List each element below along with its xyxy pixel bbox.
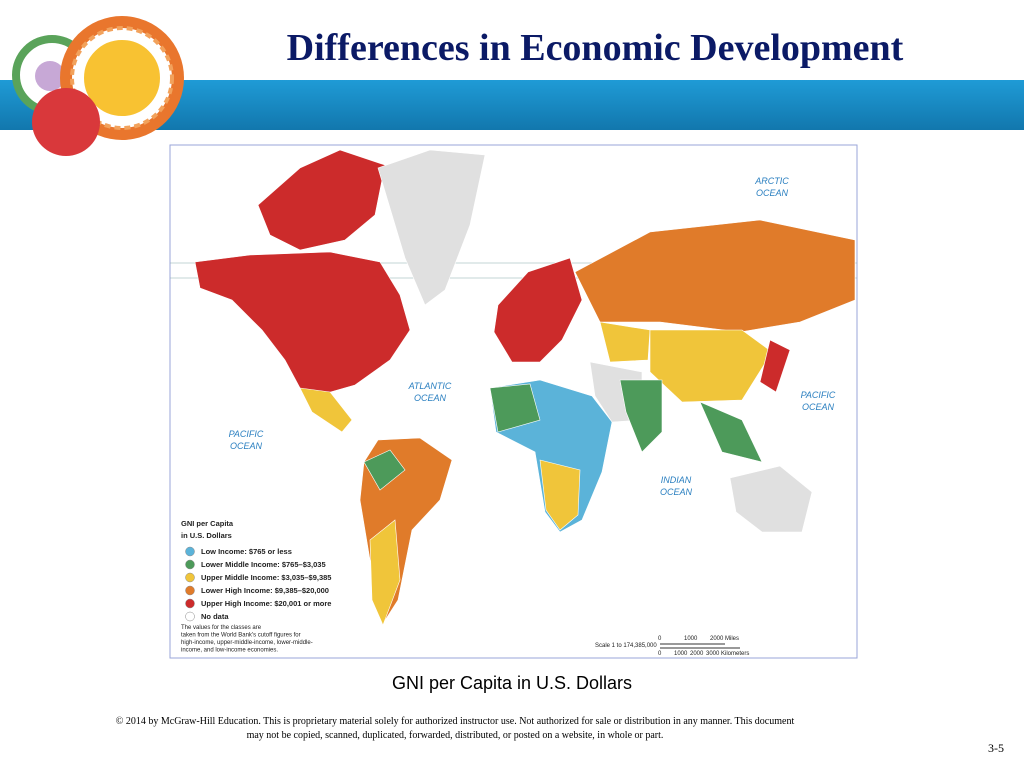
legend-note: The values for the classes are: [181, 625, 262, 631]
scale-label: 2000 Miles: [710, 636, 739, 642]
ocean-label: OCEAN: [756, 188, 789, 198]
ocean-label: PACIFIC: [229, 429, 264, 439]
legend-swatch: [185, 585, 195, 596]
ocean-label: ATLANTIC: [408, 381, 452, 391]
legend-label: Upper High Income: $20,001 or more: [201, 599, 331, 608]
logo-circles: [12, 16, 184, 156]
ocean-label: OCEAN: [660, 487, 693, 497]
legend-title: in U.S. Dollars: [181, 531, 232, 540]
legend-title: GNI per Capita: [181, 519, 234, 528]
ocean-label: OCEAN: [230, 441, 263, 451]
ocean-label: INDIAN: [661, 475, 692, 485]
scale-bar: Scale 1 to 174,385,000 0 1000 2000 Miles…: [595, 636, 749, 657]
ocean-label: ARCTIC: [754, 176, 789, 186]
caption: GNI per Capita in U.S. Dollars: [392, 673, 632, 693]
legend-note: taken from the World Bank's cutoff figur…: [181, 633, 301, 639]
scale-label: 1000: [684, 636, 698, 642]
map-land: [170, 149, 857, 626]
ocean-label: OCEAN: [414, 393, 447, 403]
legend-label: Low Income: $765 or less: [201, 547, 292, 556]
ocean-label: PACIFIC: [801, 390, 836, 400]
legend: GNI per Capita in U.S. Dollars Low Incom…: [181, 519, 331, 654]
ocean-labels: ARCTIC OCEAN ATLANTIC OCEAN PACIFIC OCEA…: [229, 176, 836, 497]
legend-swatch: [185, 611, 195, 622]
scale-label: 0: [658, 636, 662, 642]
footer-line: © 2014 by McGraw-Hill Education. This is…: [116, 716, 795, 727]
legend-label: No data: [201, 612, 229, 621]
legend-label: Lower Middle Income: $765–$3,035: [201, 560, 326, 569]
scale-label: 1000: [674, 651, 688, 657]
page-number: 3-5: [988, 741, 1004, 755]
legend-note: income, and low-income economies.: [181, 648, 278, 654]
scale-label: 3000 Kilometers: [706, 651, 749, 657]
legend-swatch: [185, 559, 195, 570]
legend-swatch: [185, 572, 195, 583]
legend-label: Upper Middle Income: $3,035–$9,385: [201, 573, 331, 582]
legend-swatch: [185, 546, 195, 557]
legend-note: high-income, upper-middle-income, lower-…: [181, 640, 313, 646]
legend-label: Lower High Income: $9,385–$20,000: [201, 586, 329, 595]
ocean-label: OCEAN: [802, 402, 835, 412]
slide-title: Differences in Economic Development: [287, 27, 904, 69]
footer-line: may not be copied, scanned, duplicated, …: [247, 730, 664, 741]
scale-label: 0: [658, 651, 662, 657]
scale-label: 2000: [690, 651, 704, 657]
scale-ratio: Scale 1 to 174,385,000: [595, 643, 657, 649]
legend-swatch: [185, 598, 195, 609]
